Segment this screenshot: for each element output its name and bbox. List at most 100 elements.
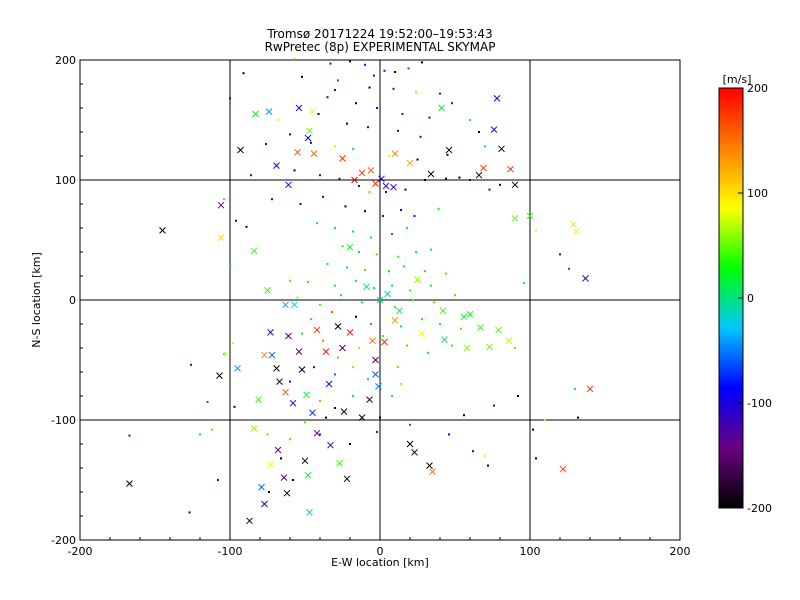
dot-point [404, 188, 407, 191]
dot-point [376, 253, 378, 256]
cross-stroke [445, 146, 453, 154]
cross-stroke [358, 169, 366, 177]
cross-point [429, 468, 436, 475]
dot-point [424, 179, 426, 181]
cross-stroke [327, 441, 334, 449]
cross-stroke [376, 296, 384, 304]
dot-point [370, 236, 372, 239]
dot-point [469, 119, 471, 121]
cross-stroke [384, 290, 391, 298]
cross-stroke [255, 396, 262, 403]
cross-point [582, 275, 589, 282]
x-axis-label: E-W location [km] [331, 556, 429, 569]
dot-point [317, 113, 320, 115]
cross-point [255, 396, 262, 403]
cross-stroke [406, 159, 414, 167]
cross-stroke [570, 221, 577, 228]
cross-stroke [460, 313, 468, 321]
cross-point [358, 169, 366, 177]
dot-point [535, 457, 537, 460]
cross-point [334, 323, 342, 330]
cross-point [511, 181, 519, 189]
dot-point [409, 423, 411, 426]
dot-point [364, 210, 366, 213]
cross-point [586, 385, 594, 393]
dot-point [352, 395, 354, 397]
cross-point [511, 215, 519, 222]
cross-point [340, 408, 348, 415]
cross-stroke [351, 176, 358, 184]
cross-stroke [282, 389, 289, 396]
cross-point [490, 126, 498, 133]
dot-point [391, 395, 393, 397]
dot-point [250, 174, 252, 177]
cross-point [391, 317, 399, 324]
cross-point [460, 313, 468, 321]
cross-point [426, 462, 433, 469]
dot-point [289, 133, 291, 136]
dot-point [229, 97, 231, 100]
dot-point [338, 177, 341, 180]
cross-stroke [216, 372, 223, 379]
dot-point [319, 303, 321, 306]
dot-point [484, 145, 486, 148]
cross-stroke [441, 336, 448, 343]
dot-point [430, 248, 432, 251]
dot-point [206, 401, 209, 403]
dot-point [460, 327, 462, 330]
dot-point [373, 74, 375, 77]
cross-stroke [426, 462, 433, 469]
dot-point [421, 61, 423, 64]
dot-point [293, 57, 296, 60]
dot-point [289, 438, 291, 441]
cross-point [282, 301, 289, 309]
cross-point [559, 465, 567, 473]
dot-point [376, 107, 378, 109]
dot-point [319, 433, 321, 436]
dot-point [415, 251, 417, 253]
dot-point [349, 60, 351, 63]
cross-stroke [237, 146, 244, 154]
dot-point [445, 177, 447, 180]
cross-stroke [339, 344, 346, 352]
cross-point [306, 509, 313, 516]
cross-point [526, 212, 534, 220]
dot-point [428, 116, 431, 119]
dot-point [292, 479, 294, 481]
cross-stroke [418, 330, 426, 337]
cross-point [369, 337, 376, 345]
cross-point [376, 296, 384, 304]
dot-point [523, 282, 525, 285]
cross-stroke [313, 326, 321, 334]
cross-point [390, 183, 397, 191]
dot-point [392, 87, 395, 90]
dot-point [535, 229, 537, 232]
cross-stroke [372, 356, 379, 364]
cross-point [378, 175, 385, 183]
cross-stroke [358, 414, 366, 421]
dot-point [229, 265, 231, 268]
cross-stroke [505, 337, 513, 345]
dot-point [277, 119, 279, 121]
cross-stroke [261, 351, 268, 359]
cross-stroke [246, 517, 253, 525]
cross-point [282, 389, 289, 396]
cross-point [495, 326, 502, 334]
cross-stroke [258, 483, 265, 491]
dot-point [437, 207, 440, 210]
cross-point [267, 461, 274, 468]
dot-point [128, 434, 131, 437]
dot-point [265, 143, 267, 145]
dot-point [325, 416, 327, 419]
cross-point [372, 371, 379, 378]
dot-point [358, 347, 360, 349]
cross-stroke [346, 329, 354, 336]
dot-point [326, 263, 329, 265]
cross-stroke [276, 378, 283, 385]
dot-point [407, 67, 410, 70]
cross-point [285, 332, 292, 340]
cross-point [309, 108, 316, 115]
cross-point [414, 276, 421, 283]
dot-point [245, 225, 248, 228]
chart-title: Tromsø 20171224 19:52:00–19:53:43 [266, 27, 492, 41]
